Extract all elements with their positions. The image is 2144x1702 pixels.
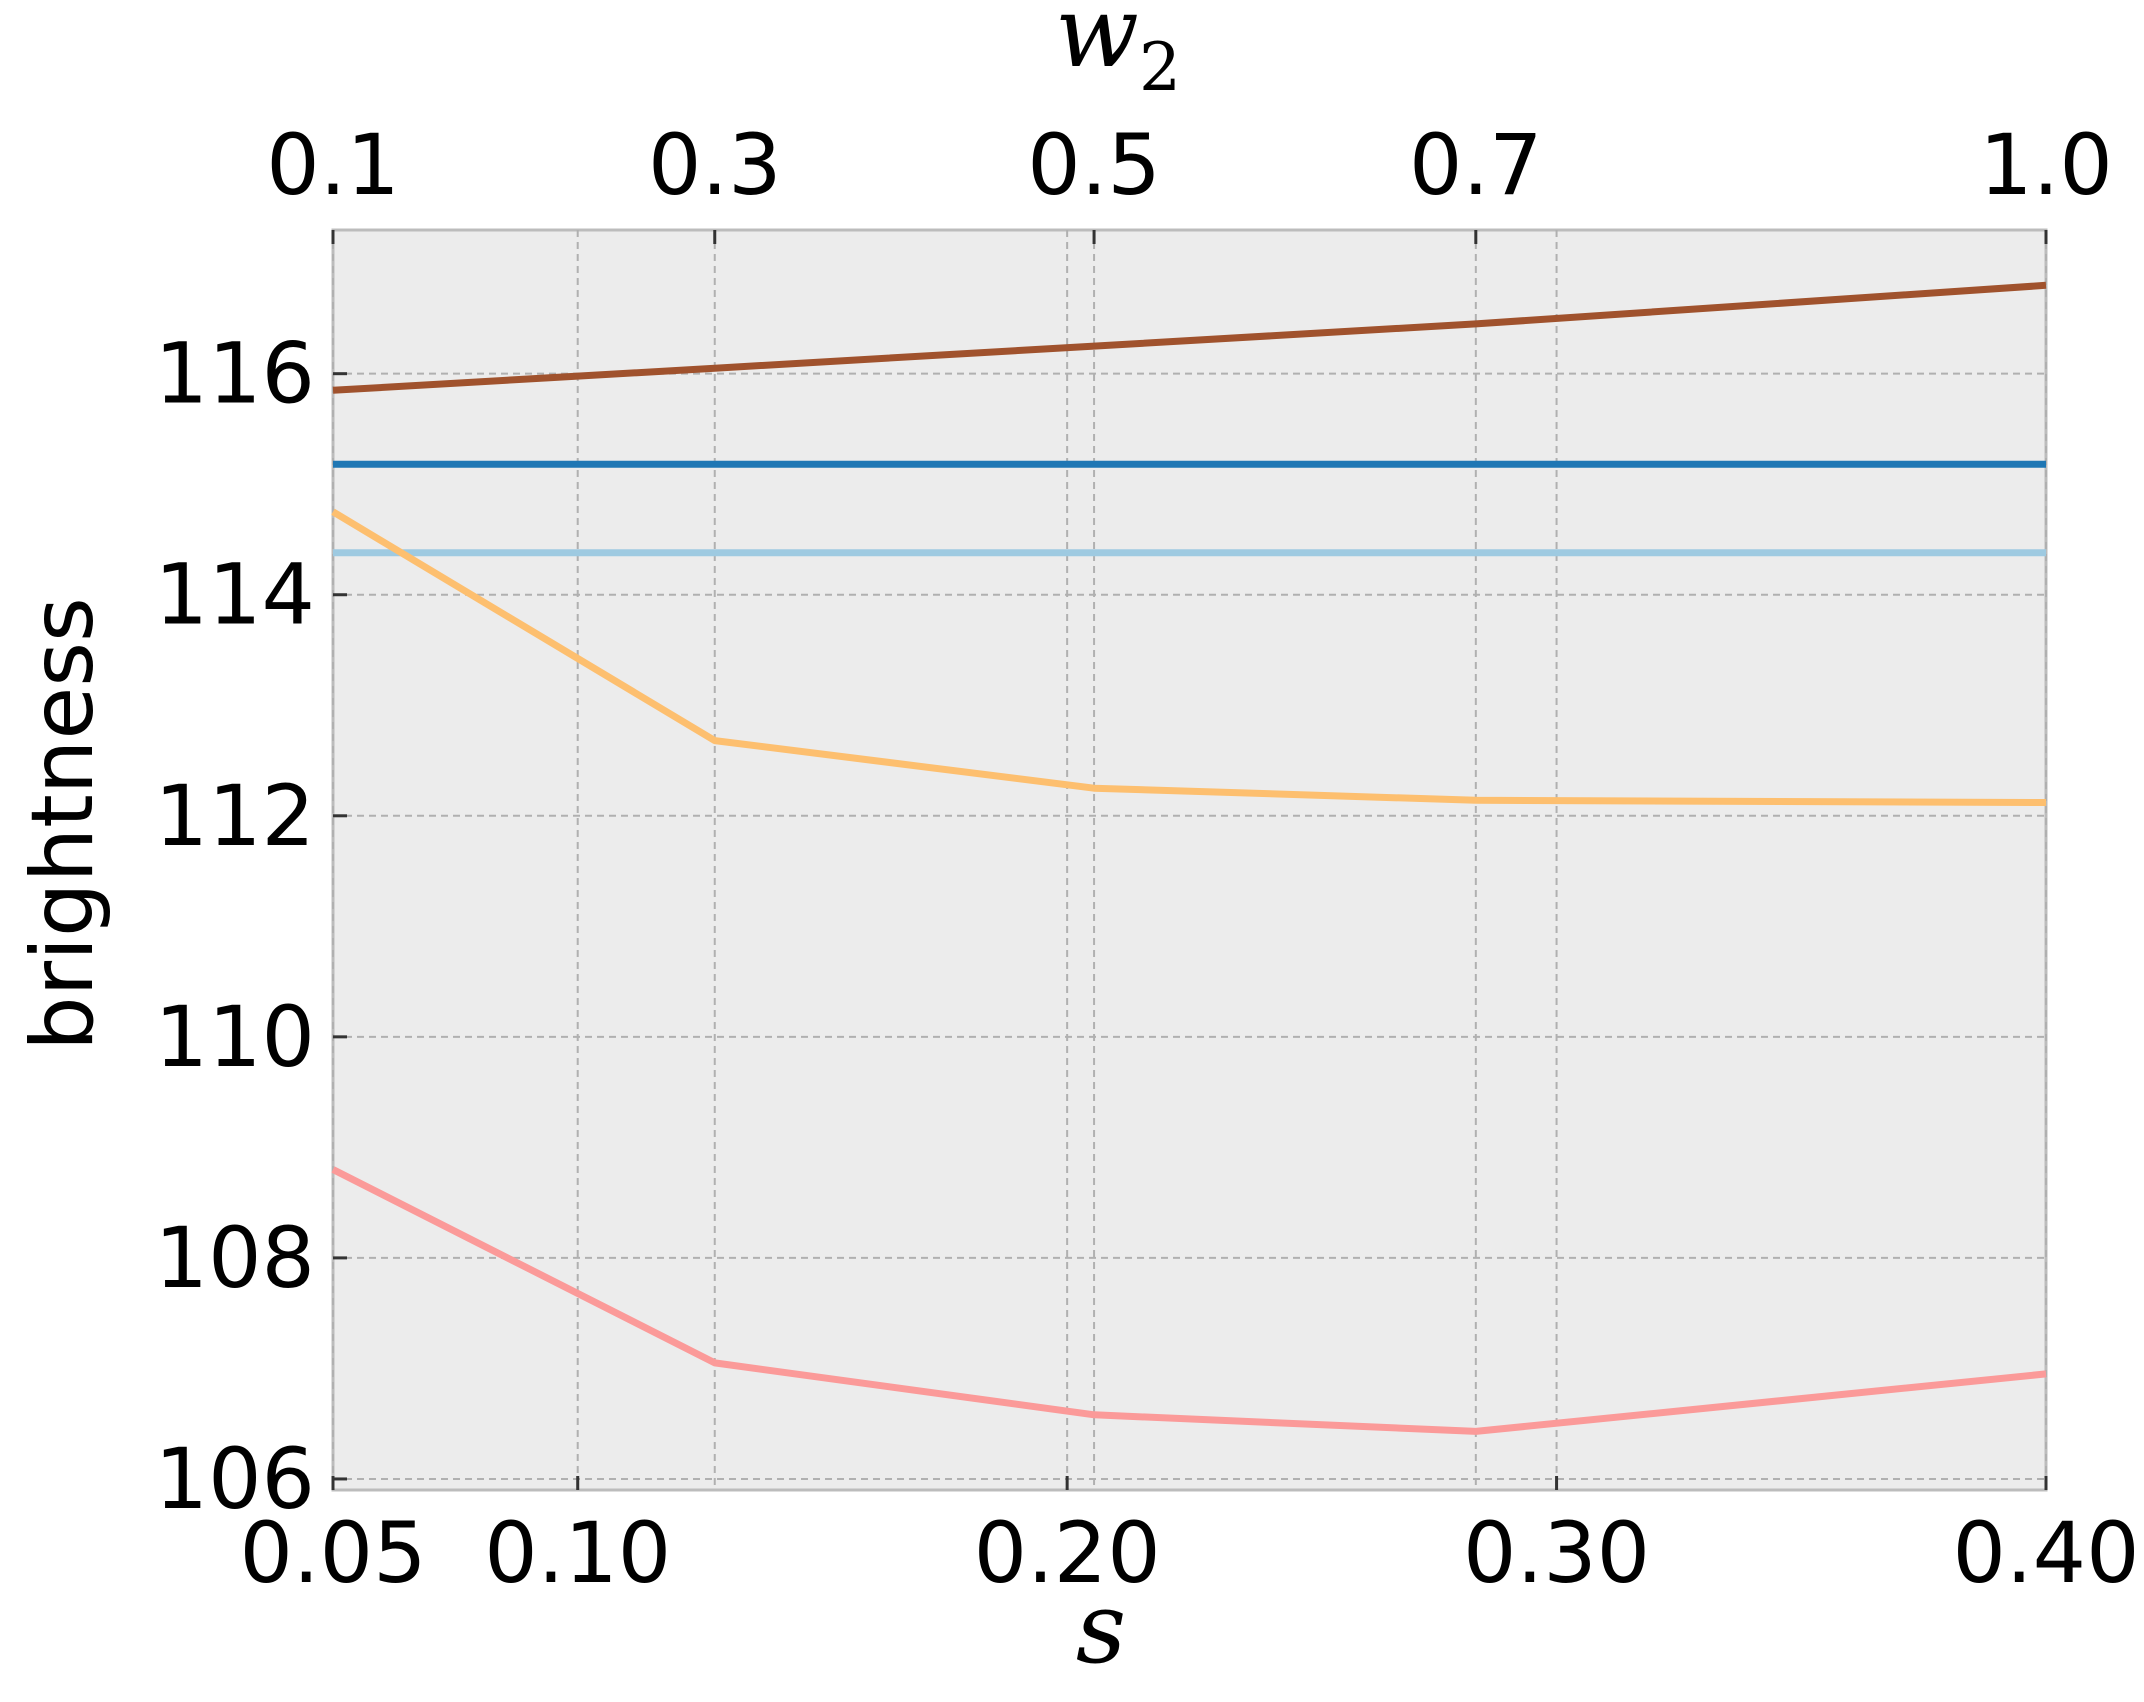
top-tick-label: 0.3 bbox=[648, 116, 782, 214]
top-tick-label: 0.7 bbox=[1409, 116, 1543, 214]
grid-lines bbox=[332, 230, 2047, 1490]
plot-background bbox=[331, 228, 2048, 1492]
top-axis-label-base: w bbox=[1055, 0, 1139, 90]
axis-ticks: 106 108 110 112 114 116 0.05 0.10 0.20 0.30 0.40 0.… bbox=[155, 116, 2140, 1602]
top-tick-label: 1.0 bbox=[1979, 116, 2113, 214]
series-lines bbox=[331, 281, 2047, 1435]
top-axis-label-subscript: 2 bbox=[1139, 29, 1181, 106]
bottom-tick-label: 0.20 bbox=[974, 1504, 1161, 1602]
series-line-1 bbox=[332, 281, 2047, 394]
bottom-tick-label: 0.30 bbox=[1463, 1504, 1650, 1602]
y-tick-label: 106 bbox=[155, 1430, 315, 1528]
top-axis-label: w2 bbox=[1055, 0, 1181, 106]
y-tick-label: 114 bbox=[155, 546, 315, 644]
y-tick-label: 116 bbox=[155, 325, 315, 423]
bottom-axis-label: s bbox=[1076, 1572, 1126, 1686]
top-tick-label: 0.5 bbox=[1027, 116, 1161, 214]
bottom-tick-label: 0.05 bbox=[239, 1504, 426, 1602]
top-tick-label: 0.1 bbox=[266, 116, 400, 214]
y-axis-label: brightness bbox=[13, 597, 113, 1051]
bottom-tick-label: 0.10 bbox=[484, 1504, 671, 1602]
y-tick-label: 110 bbox=[155, 988, 315, 1086]
y-tick-label: 108 bbox=[155, 1209, 315, 1307]
y-tick-label: 112 bbox=[155, 767, 315, 865]
series-line-4 bbox=[331, 508, 2047, 806]
series-line-5 bbox=[331, 1166, 2047, 1435]
bottom-tick-label: 0.40 bbox=[1952, 1504, 2139, 1602]
